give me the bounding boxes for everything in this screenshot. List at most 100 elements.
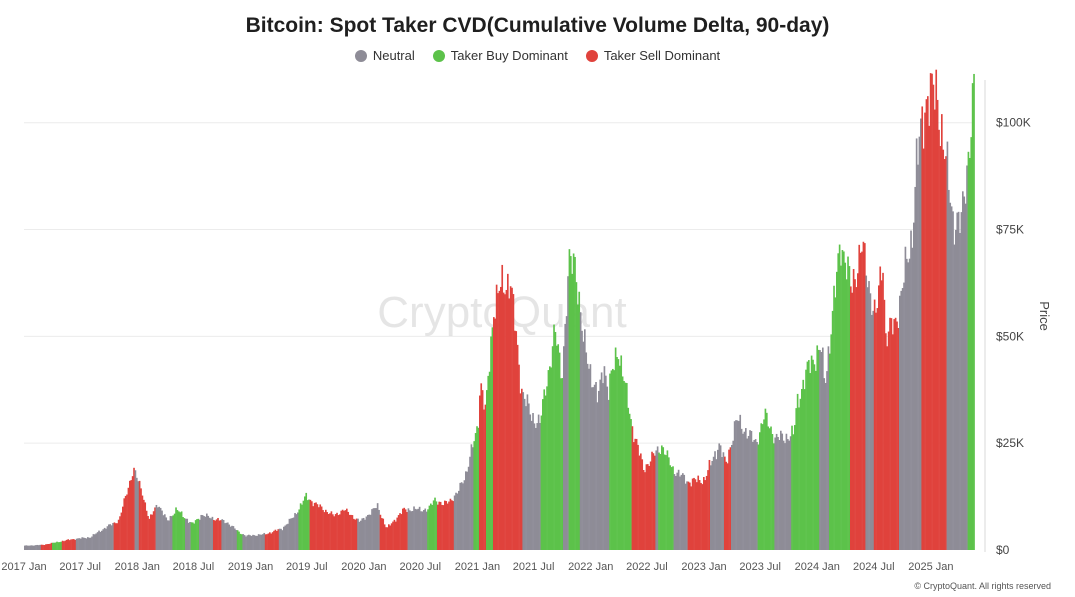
price-bar	[378, 509, 380, 550]
price-bar	[178, 511, 180, 550]
legend-item-sell[interactable]: Taker Sell Dominant	[585, 48, 720, 63]
price-bar	[526, 394, 529, 550]
price-bar	[838, 244, 841, 550]
price-bar	[256, 535, 259, 550]
price-bar	[481, 390, 484, 550]
price-bar	[698, 480, 701, 550]
price-bar	[445, 501, 448, 550]
price-bar	[931, 73, 933, 550]
price-bar	[707, 470, 709, 550]
price-bar	[409, 510, 411, 550]
x-tick-label: 2020 Jan	[341, 561, 386, 573]
price-bar	[94, 534, 96, 550]
price-bar	[836, 271, 838, 550]
x-tick-label: 2023 Jan	[681, 561, 726, 573]
price-bar	[819, 350, 821, 550]
price-bar	[897, 328, 900, 550]
price-bar	[719, 445, 722, 550]
price-bar	[273, 530, 275, 550]
price-bar	[315, 502, 317, 550]
price-bar	[918, 136, 921, 550]
x-tick-label: 2022 Jul	[626, 561, 668, 573]
price-bar	[603, 366, 606, 550]
price-bar	[57, 542, 60, 550]
price-bar	[395, 521, 397, 550]
price-bar	[579, 312, 582, 550]
price-bar	[353, 518, 355, 550]
price-bar	[393, 519, 396, 550]
price-bar	[367, 514, 369, 550]
price-bar	[501, 264, 504, 550]
price-bar	[939, 146, 942, 550]
price-bar	[396, 517, 399, 550]
price-bar	[350, 514, 352, 550]
price-bar	[297, 512, 299, 550]
price-bar	[295, 514, 298, 550]
x-tick-label: 2019 Jan	[228, 561, 273, 573]
price-bar	[815, 370, 817, 550]
price-bar	[602, 383, 604, 550]
legend-item-buy[interactable]: Taker Buy Dominant	[432, 48, 568, 63]
price-bar	[740, 428, 743, 550]
price-bar	[242, 534, 245, 550]
price-bar	[539, 422, 541, 550]
price-bar	[190, 522, 193, 550]
price-bar	[462, 483, 464, 550]
price-bar	[46, 544, 49, 550]
price-bar	[271, 532, 274, 550]
y-tick-label: $100K	[996, 116, 1031, 130]
legend-swatch-sell	[585, 49, 598, 62]
x-tick-label: 2023 Jul	[739, 561, 781, 573]
price-bar	[403, 507, 406, 550]
price-bar	[746, 438, 749, 550]
price-bar	[218, 520, 221, 550]
price-bar	[463, 480, 466, 550]
price-bar	[473, 441, 476, 550]
price-bar	[176, 510, 179, 550]
price-bar	[316, 504, 319, 550]
price-bar	[915, 138, 918, 550]
price-bar	[424, 508, 427, 550]
price-bar	[711, 460, 714, 550]
price-bar	[330, 511, 333, 550]
price-bar	[584, 329, 586, 550]
price-bar	[43, 545, 46, 550]
price-bar	[787, 439, 789, 550]
price-bar	[183, 518, 186, 550]
price-bar	[588, 368, 590, 550]
price-bar	[290, 518, 292, 550]
price-bar	[533, 423, 536, 550]
price-bar	[375, 508, 378, 550]
price-bar	[351, 515, 354, 550]
price-bar	[78, 538, 81, 550]
price-bar	[414, 508, 417, 550]
price-bar	[287, 523, 289, 550]
price-bar	[658, 452, 660, 550]
price-bar	[788, 440, 791, 550]
price-bar	[591, 387, 593, 550]
price-bar	[878, 285, 880, 550]
price-bar	[127, 487, 130, 550]
price-bar	[456, 493, 459, 550]
price-bar	[739, 414, 742, 550]
price-bar	[498, 290, 501, 550]
legend-item-neutral[interactable]: Neutral	[354, 48, 415, 63]
price-bar	[150, 514, 152, 550]
price-bar	[115, 523, 117, 550]
price-bar	[957, 211, 960, 550]
price-bar	[136, 477, 138, 550]
price-bar	[669, 465, 672, 550]
price-bar	[33, 545, 36, 550]
price-bar	[537, 414, 540, 550]
price-bar	[616, 357, 618, 550]
price-bar	[24, 545, 26, 550]
price-bar	[943, 159, 946, 550]
price-bar	[341, 509, 344, 550]
price-bar	[833, 285, 835, 550]
price-bar	[532, 413, 534, 550]
price-bar	[31, 545, 33, 550]
price-bar	[280, 528, 282, 550]
price-bar	[679, 476, 681, 550]
price-bar	[194, 520, 197, 550]
price-bar	[728, 449, 730, 550]
